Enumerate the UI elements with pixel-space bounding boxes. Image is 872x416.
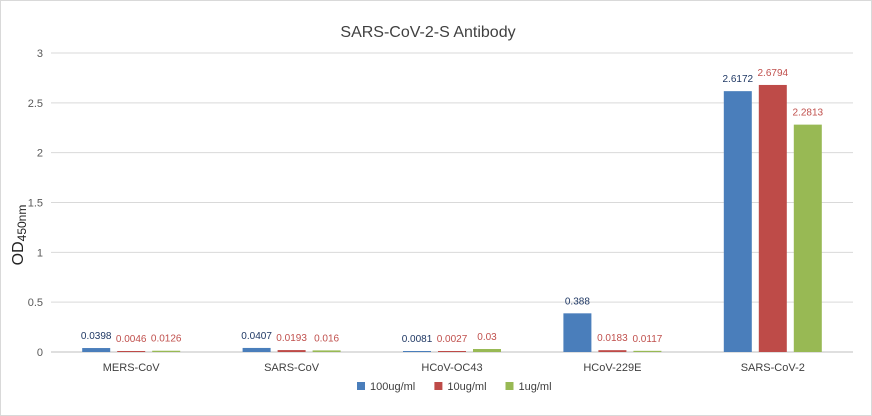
- data-label: 0.03: [477, 332, 497, 343]
- data-label: 0.388: [565, 296, 590, 307]
- category-label: SARS-CoV-2: [741, 362, 805, 374]
- data-labels: 0.0398 0.0046 0.0126 0.0407 0.0193 0.016 0.008…: [81, 68, 824, 345]
- legend-label: 10ug/ml: [447, 381, 486, 393]
- data-label: 0.0117: [632, 334, 662, 345]
- data-label: 0.0183: [597, 333, 628, 344]
- gridlines: [51, 52, 853, 353]
- data-label: 0.0046: [116, 334, 147, 345]
- bar: [438, 351, 466, 352]
- data-label: 2.2813: [793, 108, 824, 119]
- data-label: 0.0126: [151, 334, 182, 345]
- y-tick-label: 1: [37, 247, 43, 259]
- data-label: 2.6794: [758, 68, 789, 79]
- bar: [312, 350, 341, 352]
- bar: [793, 124, 822, 352]
- bar: [598, 350, 627, 352]
- data-label: 0.016: [314, 333, 339, 344]
- legend-swatch: [357, 382, 365, 390]
- y-tick-label: 3: [37, 48, 43, 60]
- data-label: 0.0407: [241, 331, 272, 342]
- bar: [277, 350, 306, 352]
- y-tick-label: 0.5: [28, 297, 43, 309]
- bar: [82, 348, 111, 352]
- bar: [758, 84, 787, 353]
- legend-label: 1ug/ml: [519, 381, 552, 393]
- legend: 100ug/ml 10ug/ml 1ug/ml: [357, 381, 552, 393]
- y-tick-label: 2.5: [28, 98, 43, 110]
- bar: [152, 350, 181, 352]
- y-axis-label-sub: 450nm: [15, 205, 29, 242]
- data-label: 0.0193: [276, 333, 307, 344]
- category-label: HCoV-229E: [583, 362, 641, 374]
- data-label: 0.0027: [437, 334, 468, 345]
- bar: [563, 313, 592, 352]
- legend-swatch: [505, 382, 514, 390]
- y-tick-label: 2: [37, 148, 43, 160]
- legend-swatch: [434, 382, 443, 390]
- category-label: MERS-CoV: [103, 362, 161, 374]
- category-label: HCoV-OC43: [421, 362, 482, 374]
- x-axis-categories: MERS-CoV SARS-CoV HCoV-OC43 HCoV-229E SARS-C…: [103, 362, 805, 374]
- y-tick-label: 1.5: [28, 198, 43, 210]
- bar: [403, 351, 431, 352]
- y-axis-label: OD450nm: [10, 205, 29, 266]
- y-axis-ticks: 0 0.5 1 1.5 2 2.5 3: [28, 48, 43, 359]
- bar: [242, 347, 271, 352]
- bar: [117, 351, 146, 352]
- bar: [723, 91, 752, 352]
- y-tick-label: 0: [37, 347, 43, 359]
- chart-title: SARS-CoV-2-S Antibody: [340, 24, 515, 41]
- bar: [473, 349, 501, 352]
- bars: [82, 84, 822, 353]
- legend-label: 100ug/ml: [370, 381, 415, 393]
- data-label: 0.0398: [81, 331, 112, 342]
- bar: [633, 350, 662, 352]
- category-label: SARS-CoV: [264, 362, 320, 374]
- data-label: 0.0081: [402, 334, 433, 345]
- data-label: 2.6172: [723, 74, 754, 85]
- y-axis-label-main: OD: [10, 241, 27, 265]
